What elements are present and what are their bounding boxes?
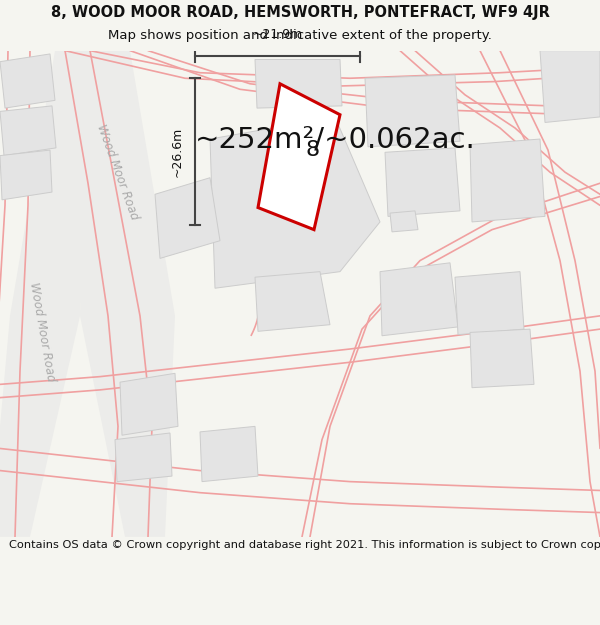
Text: Contains OS data © Crown copyright and database right 2021. This information is : Contains OS data © Crown copyright and d… [9, 541, 600, 551]
Polygon shape [540, 51, 600, 122]
Polygon shape [470, 139, 545, 222]
Polygon shape [0, 106, 56, 156]
Polygon shape [115, 433, 172, 482]
Text: ~26.6m: ~26.6m [170, 127, 184, 177]
Polygon shape [455, 272, 524, 334]
Text: Wood Moor Road: Wood Moor Road [27, 282, 57, 383]
Polygon shape [200, 426, 258, 482]
Polygon shape [365, 75, 460, 147]
Polygon shape [155, 177, 220, 258]
Text: ~252m²/~0.062ac.: ~252m²/~0.062ac. [195, 125, 476, 153]
Text: 8: 8 [306, 140, 320, 160]
Polygon shape [210, 117, 380, 288]
Text: Wood Moor Road: Wood Moor Road [95, 122, 142, 222]
Polygon shape [120, 373, 178, 435]
Polygon shape [380, 262, 458, 336]
Polygon shape [470, 329, 534, 388]
Polygon shape [258, 84, 340, 229]
Polygon shape [0, 51, 95, 537]
Text: 8, WOOD MOOR ROAD, HEMSWORTH, PONTEFRACT, WF9 4JR: 8, WOOD MOOR ROAD, HEMSWORTH, PONTEFRACT… [50, 4, 550, 19]
Polygon shape [0, 150, 52, 200]
Polygon shape [80, 51, 175, 537]
Polygon shape [385, 148, 460, 216]
Text: ~21.9m: ~21.9m [253, 28, 302, 41]
Text: Map shows position and indicative extent of the property.: Map shows position and indicative extent… [108, 29, 492, 42]
Polygon shape [255, 59, 342, 108]
Polygon shape [255, 272, 330, 331]
Polygon shape [390, 211, 418, 232]
Polygon shape [0, 54, 55, 108]
